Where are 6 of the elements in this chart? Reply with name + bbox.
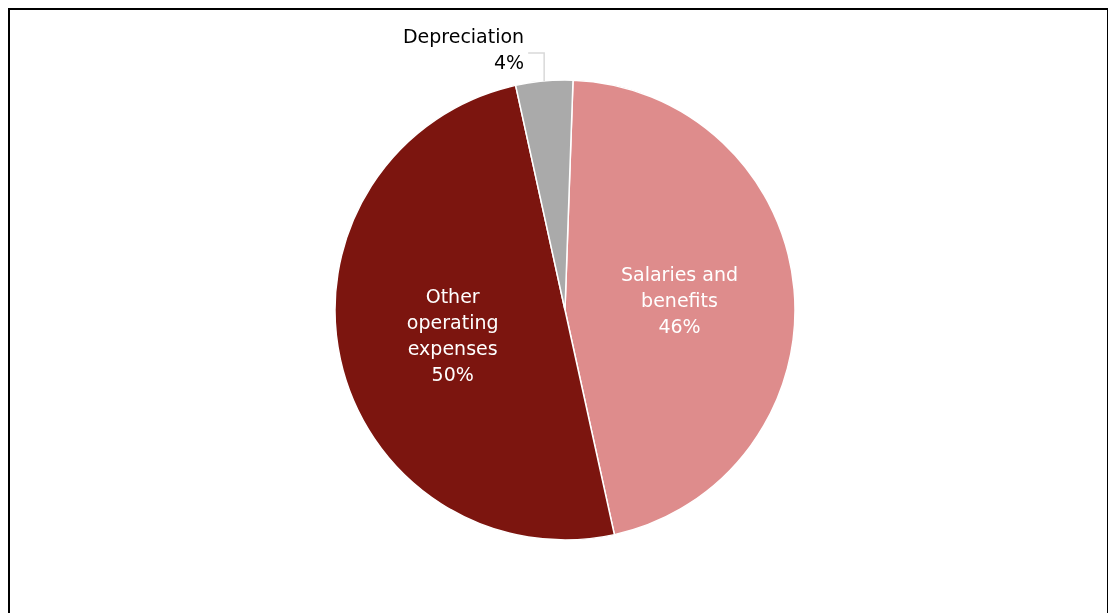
slice-label: Salaries and benefits xyxy=(620,262,739,311)
data-label: 4% xyxy=(494,50,525,73)
slice-label: Other operating expenses xyxy=(406,284,499,359)
slice-label: Depreciation xyxy=(402,24,525,47)
data-label: 50% xyxy=(431,362,474,385)
data-label: 46% xyxy=(658,314,701,337)
